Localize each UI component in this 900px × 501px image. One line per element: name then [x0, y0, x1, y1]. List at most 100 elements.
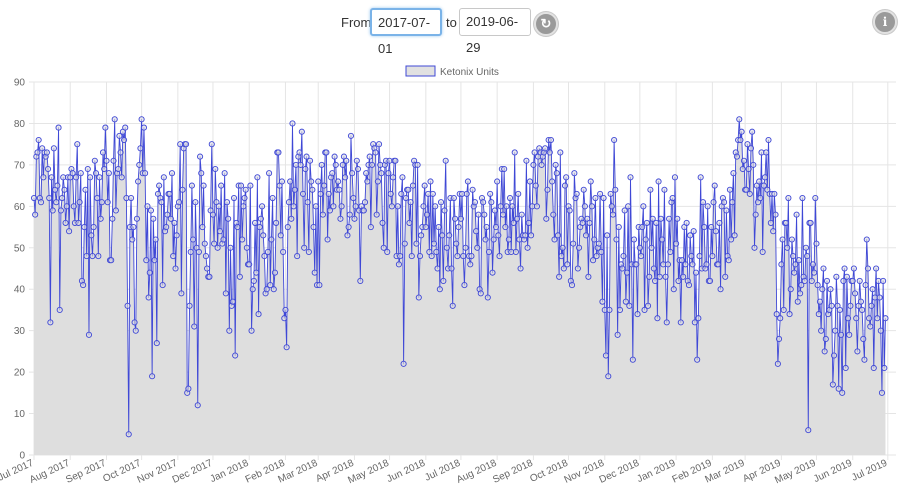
data-point — [861, 356, 868, 363]
data-point — [646, 273, 653, 280]
data-point — [91, 157, 98, 164]
data-point — [80, 282, 87, 289]
data-point — [167, 215, 174, 222]
data-point — [434, 265, 441, 272]
data-point — [187, 248, 194, 255]
data-point — [773, 311, 780, 318]
data-point — [611, 136, 618, 144]
data-point — [740, 157, 748, 164]
data-point — [591, 236, 598, 243]
data-point — [854, 348, 861, 355]
data-point — [533, 203, 540, 210]
data-point — [853, 315, 860, 322]
data-point — [323, 149, 330, 156]
data-point — [436, 286, 443, 293]
data-point — [695, 315, 702, 322]
data-point — [339, 161, 346, 168]
data-point — [408, 253, 415, 260]
data-point — [743, 186, 750, 193]
x-tick-label: Jan 2019 — [635, 458, 677, 486]
data-point — [745, 165, 752, 173]
x-tick-label: Jun 2019 — [812, 458, 854, 486]
data-point — [867, 323, 874, 330]
data-point — [201, 240, 208, 247]
data-point — [186, 302, 193, 309]
data-point — [46, 194, 53, 202]
data-point — [361, 199, 369, 206]
data-point — [813, 240, 820, 247]
data-point — [285, 199, 293, 206]
refresh-button[interactable]: ↻ — [534, 12, 558, 36]
data-point — [818, 327, 825, 334]
data-point — [59, 194, 66, 202]
data-point — [530, 161, 537, 168]
data-point — [450, 194, 457, 202]
data-point — [542, 145, 549, 152]
data-point — [415, 294, 422, 301]
data-point — [477, 290, 484, 297]
data-point — [352, 203, 359, 210]
data-point — [47, 319, 54, 326]
data-point — [298, 128, 305, 135]
to-date-input[interactable]: 2019-06-29 — [459, 8, 531, 55]
data-point — [101, 165, 108, 173]
data-point — [35, 136, 42, 144]
data-point — [590, 257, 597, 264]
data-point — [175, 199, 183, 206]
data-point — [349, 170, 356, 177]
data-point — [299, 190, 307, 197]
data-point — [830, 352, 838, 359]
data-point — [427, 178, 434, 185]
data-point — [882, 315, 889, 322]
from-label: From — [341, 15, 372, 30]
data-point — [801, 277, 808, 284]
data-point — [759, 248, 766, 255]
data-point — [777, 315, 784, 322]
data-point — [711, 182, 718, 189]
data-point — [671, 174, 678, 181]
x-tick-label: May 2019 — [773, 458, 818, 487]
data-point — [630, 236, 638, 243]
data-point — [37, 199, 45, 206]
data-point — [414, 161, 421, 168]
data-point — [846, 331, 853, 338]
data-point — [77, 170, 84, 177]
data-point — [57, 207, 64, 214]
data-point — [621, 207, 628, 214]
data-point — [619, 265, 626, 272]
data-point — [351, 215, 358, 222]
data-point — [192, 199, 199, 206]
data-point — [87, 174, 94, 181]
data-point — [75, 219, 82, 226]
legend-swatch[interactable] — [405, 65, 436, 77]
data-point — [710, 199, 717, 206]
data-point — [793, 211, 800, 218]
data-point — [634, 311, 641, 318]
data-point — [440, 277, 447, 284]
data-point — [147, 207, 155, 214]
date-range-toolbar: From 2017-07-01 to 2019-06-29 ↻ i — [0, 6, 900, 56]
y-tick-label: 40 — [14, 285, 26, 296]
data-point — [66, 228, 73, 235]
data-point — [568, 282, 576, 289]
data-point — [338, 203, 345, 210]
data-point — [200, 182, 207, 189]
data-point — [223, 199, 231, 206]
data-point — [353, 157, 360, 164]
data-point — [98, 199, 105, 206]
data-point — [49, 207, 56, 214]
data-point — [103, 157, 110, 164]
data-point — [206, 273, 213, 280]
data-point — [616, 306, 624, 313]
data-point — [156, 182, 163, 189]
data-point — [604, 232, 611, 239]
data-point — [89, 253, 96, 260]
data-point — [350, 194, 357, 202]
data-point — [728, 236, 735, 243]
data-point — [474, 244, 481, 251]
data-point — [90, 224, 97, 231]
data-point — [863, 236, 870, 243]
info-button[interactable]: i — [873, 10, 897, 34]
data-point — [531, 149, 538, 156]
from-date-input[interactable]: 2017-07-01 — [370, 8, 442, 56]
